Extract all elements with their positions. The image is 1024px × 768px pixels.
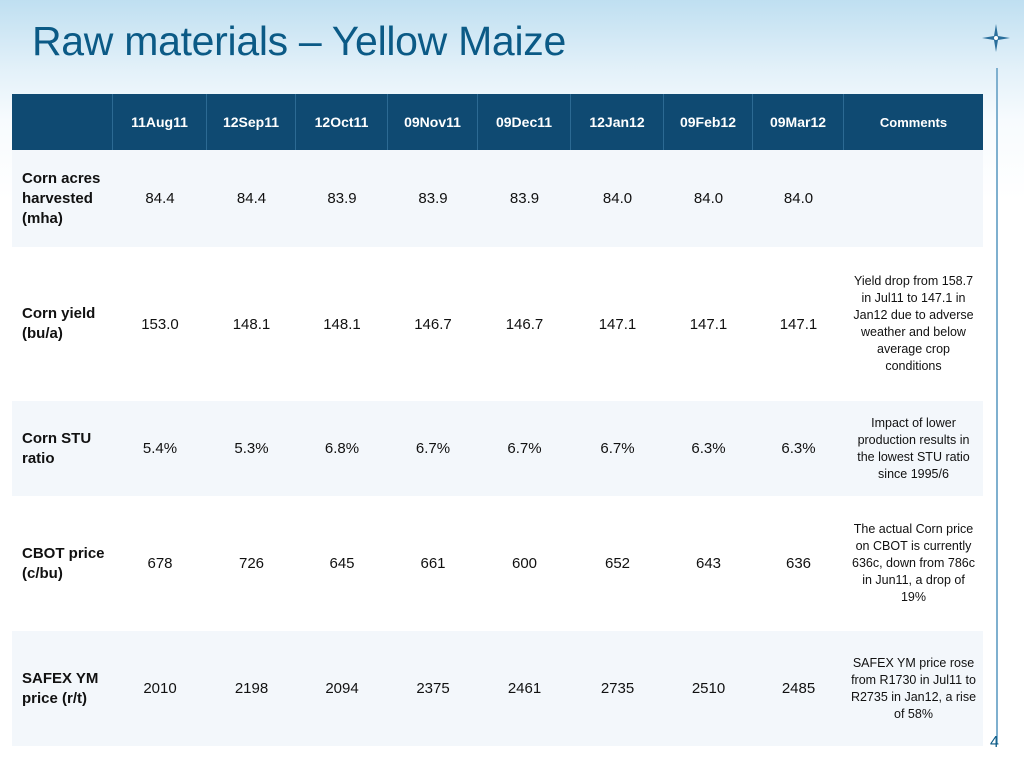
- table-cell: 146.7: [478, 247, 571, 401]
- header-cell: 09Mar12: [753, 94, 844, 150]
- table-cell: 6.7%: [388, 401, 478, 496]
- table-row: Corn STU ratio 5.4% 5.3% 6.8% 6.7% 6.7% …: [12, 401, 983, 496]
- table-cell: 6.7%: [478, 401, 571, 496]
- table-cell: 84.4: [113, 150, 207, 247]
- table-cell: 83.9: [388, 150, 478, 247]
- header-cell: 09Dec11: [478, 94, 571, 150]
- table-cell: 84.0: [753, 150, 844, 247]
- table-cell: 726: [207, 496, 296, 631]
- comment-cell: Impact of lower production results in th…: [844, 401, 983, 496]
- table-cell: 148.1: [296, 247, 388, 401]
- comment-cell: SAFEX YM price rose from R1730 in Jul11 …: [844, 631, 983, 746]
- table-cell: 643: [664, 496, 753, 631]
- comment-cell: [844, 150, 983, 247]
- table-cell: 2010: [113, 631, 207, 746]
- page-number: 4: [990, 734, 999, 751]
- table-cell: 6.3%: [664, 401, 753, 496]
- table-row: Corn acres harvested (mha) 84.4 84.4 83.…: [12, 150, 983, 247]
- header-cell: 12Oct11: [296, 94, 388, 150]
- table-cell: 600: [478, 496, 571, 631]
- table-cell: 645: [296, 496, 388, 631]
- table-cell: 148.1: [207, 247, 296, 401]
- table-cell: 83.9: [296, 150, 388, 247]
- table-cell: 146.7: [388, 247, 478, 401]
- table-cell: 2735: [571, 631, 664, 746]
- table-row: SAFEX YM price (r/t) 2010 2198 2094 2375…: [12, 631, 983, 746]
- header-cell-comments: Comments: [844, 94, 983, 150]
- table-cell: 6.3%: [753, 401, 844, 496]
- table-cell: 84.4: [207, 150, 296, 247]
- table-cell: 2510: [664, 631, 753, 746]
- header-cell: 12Jan12: [571, 94, 664, 150]
- row-label: SAFEX YM price (r/t): [12, 631, 113, 746]
- table-header-row: 11Aug11 12Sep11 12Oct11 09Nov11 09Dec11 …: [12, 94, 983, 150]
- table-cell: 2461: [478, 631, 571, 746]
- table-cell: 2375: [388, 631, 478, 746]
- header-cell: 11Aug11: [113, 94, 207, 150]
- row-label: Corn acres harvested (mha): [12, 150, 113, 247]
- header-cell: [12, 94, 113, 150]
- data-table: 11Aug11 12Sep11 12Oct11 09Nov11 09Dec11 …: [12, 94, 983, 746]
- table-cell: 147.1: [664, 247, 753, 401]
- table-cell: 5.4%: [113, 401, 207, 496]
- slide-title: Raw materials – Yellow Maize: [32, 18, 566, 64]
- table-cell: 84.0: [664, 150, 753, 247]
- table-cell: 147.1: [571, 247, 664, 401]
- header-cell: 09Nov11: [388, 94, 478, 150]
- table-cell: 652: [571, 496, 664, 631]
- table-cell: 6.8%: [296, 401, 388, 496]
- row-label: CBOT price (c/bu): [12, 496, 113, 631]
- table-cell: 6.7%: [571, 401, 664, 496]
- row-label: Corn yield (bu/a): [12, 247, 113, 401]
- table-row: Corn yield (bu/a) 153.0 148.1 148.1 146.…: [12, 247, 983, 401]
- table-row: CBOT price (c/bu) 678 726 645 661 600 65…: [12, 496, 983, 631]
- comment-cell: Yield drop from 158.7 in Jul11 to 147.1 …: [844, 247, 983, 401]
- table-cell: 2198: [207, 631, 296, 746]
- row-label: Corn STU ratio: [12, 401, 113, 496]
- compass-star-icon: [982, 24, 1010, 52]
- table-cell: 678: [113, 496, 207, 631]
- header-cell: 12Sep11: [207, 94, 296, 150]
- table-cell: 147.1: [753, 247, 844, 401]
- table-cell: 2094: [296, 631, 388, 746]
- decorative-divider-line: [996, 68, 998, 744]
- table-cell: 2485: [753, 631, 844, 746]
- table-cell: 84.0: [571, 150, 664, 247]
- table-cell: 83.9: [478, 150, 571, 247]
- table-cell: 153.0: [113, 247, 207, 401]
- table-cell: 661: [388, 496, 478, 631]
- comment-cell: The actual Corn price on CBOT is current…: [844, 496, 983, 631]
- table-cell: 5.3%: [207, 401, 296, 496]
- table-cell: 636: [753, 496, 844, 631]
- header-cell: 09Feb12: [664, 94, 753, 150]
